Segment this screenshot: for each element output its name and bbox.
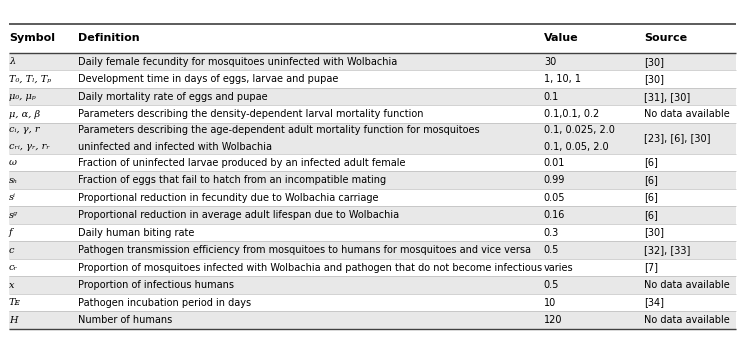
- Text: cᵣᵢ, γᵣ, rᵣ: cᵣᵢ, γᵣ, rᵣ: [9, 142, 50, 152]
- Text: 0.1,0.1, 0.2: 0.1,0.1, 0.2: [544, 109, 599, 119]
- Text: [30]: [30]: [644, 227, 665, 238]
- Text: 0.1, 0.05, 2.0: 0.1, 0.05, 2.0: [544, 142, 609, 152]
- Text: Symbol: Symbol: [9, 33, 55, 43]
- Text: μ, α, β: μ, α, β: [9, 110, 40, 119]
- Text: Fraction of uninfected larvae produced by an infected adult female: Fraction of uninfected larvae produced b…: [78, 158, 406, 167]
- Bar: [9, 276, 736, 294]
- Text: μ₀, μₚ: μ₀, μₚ: [9, 92, 36, 101]
- Text: x: x: [9, 281, 14, 290]
- Text: Proportion of mosquitoes infected with Wolbachia and pathogen that do not become: Proportion of mosquitoes infected with W…: [78, 262, 542, 273]
- Text: λ: λ: [9, 57, 15, 66]
- Text: Value: Value: [544, 33, 578, 43]
- Text: cᵣ: cᵣ: [9, 263, 18, 272]
- Text: Number of humans: Number of humans: [78, 315, 173, 325]
- Text: 0.01: 0.01: [544, 158, 565, 167]
- Text: 0.1, 0.025, 2.0: 0.1, 0.025, 2.0: [544, 125, 615, 135]
- Text: ω: ω: [9, 158, 17, 167]
- Text: 0.3: 0.3: [544, 227, 559, 238]
- Bar: [9, 88, 736, 105]
- Text: [30]: [30]: [644, 74, 665, 84]
- Text: 0.5: 0.5: [544, 245, 559, 255]
- Bar: [9, 123, 736, 154]
- Text: Daily human biting rate: Daily human biting rate: [78, 227, 194, 238]
- Text: Source: Source: [644, 33, 688, 43]
- Text: [6]: [6]: [644, 158, 659, 167]
- Bar: [9, 311, 736, 329]
- Text: [31], [30]: [31], [30]: [644, 92, 691, 102]
- Text: T₀, Tₗ, Tₚ: T₀, Tₗ, Tₚ: [9, 75, 51, 84]
- Text: 0.1: 0.1: [544, 92, 559, 102]
- Text: [6]: [6]: [644, 210, 659, 220]
- Text: sⁱ: sⁱ: [9, 193, 16, 202]
- Text: Pathogen incubation period in days: Pathogen incubation period in days: [78, 298, 251, 307]
- Text: Pathogen transmission efficiency from mosquitoes to humans for mosquitoes and vi: Pathogen transmission efficiency from mo…: [78, 245, 531, 255]
- Text: No data available: No data available: [644, 109, 730, 119]
- Text: [23], [6], [30]: [23], [6], [30]: [644, 133, 711, 143]
- Text: 0.16: 0.16: [544, 210, 565, 220]
- Text: Definition: Definition: [78, 33, 140, 43]
- Text: sᵍ: sᵍ: [9, 211, 18, 220]
- Text: Development time in days of eggs, larvae and pupae: Development time in days of eggs, larvae…: [78, 74, 338, 84]
- Text: sₕ: sₕ: [9, 176, 18, 184]
- Text: [34]: [34]: [644, 298, 665, 307]
- Text: Proportional reduction in average adult lifespan due to Wolbachia: Proportional reduction in average adult …: [78, 210, 399, 220]
- Text: 10: 10: [544, 298, 556, 307]
- Text: Proportion of infectious humans: Proportion of infectious humans: [78, 280, 234, 290]
- Text: No data available: No data available: [644, 315, 730, 325]
- Bar: [9, 206, 736, 224]
- Text: [6]: [6]: [644, 175, 659, 185]
- Text: cᵢ, γ, r: cᵢ, γ, r: [9, 125, 39, 134]
- Text: [30]: [30]: [644, 57, 665, 67]
- Text: Fraction of eggs that fail to hatch from an incompatible mating: Fraction of eggs that fail to hatch from…: [78, 175, 387, 185]
- Text: Proportional reduction in fecundity due to Wolbachia carriage: Proportional reduction in fecundity due …: [78, 193, 378, 202]
- Text: [6]: [6]: [644, 193, 659, 202]
- Text: Daily female fecundity for mosquitoes uninfected with Wolbachia: Daily female fecundity for mosquitoes un…: [78, 57, 398, 67]
- Text: 0.05: 0.05: [544, 193, 565, 202]
- Text: varies: varies: [544, 262, 574, 273]
- Bar: [9, 241, 736, 259]
- Text: [7]: [7]: [644, 262, 659, 273]
- Bar: [9, 53, 736, 71]
- Text: [32], [33]: [32], [33]: [644, 245, 691, 255]
- Text: 120: 120: [544, 315, 562, 325]
- Text: uninfected and infected with Wolbachia: uninfected and infected with Wolbachia: [78, 142, 272, 152]
- Text: 0.5: 0.5: [544, 280, 559, 290]
- Text: 30: 30: [544, 57, 556, 67]
- Text: Parameters describing the age-dependent adult mortality function for mosquitoes: Parameters describing the age-dependent …: [78, 125, 480, 135]
- Text: 0.99: 0.99: [544, 175, 565, 185]
- Text: Parameters describing the density-dependent larval mortality function: Parameters describing the density-depend…: [78, 109, 424, 119]
- Text: 1, 10, 1: 1, 10, 1: [544, 74, 581, 84]
- Bar: [9, 171, 736, 189]
- Text: H: H: [9, 316, 17, 324]
- Text: c: c: [9, 245, 14, 255]
- Text: f: f: [9, 228, 13, 237]
- Text: Tᴇ: Tᴇ: [9, 298, 21, 307]
- Text: Daily mortality rate of eggs and pupae: Daily mortality rate of eggs and pupae: [78, 92, 268, 102]
- Text: No data available: No data available: [644, 280, 730, 290]
